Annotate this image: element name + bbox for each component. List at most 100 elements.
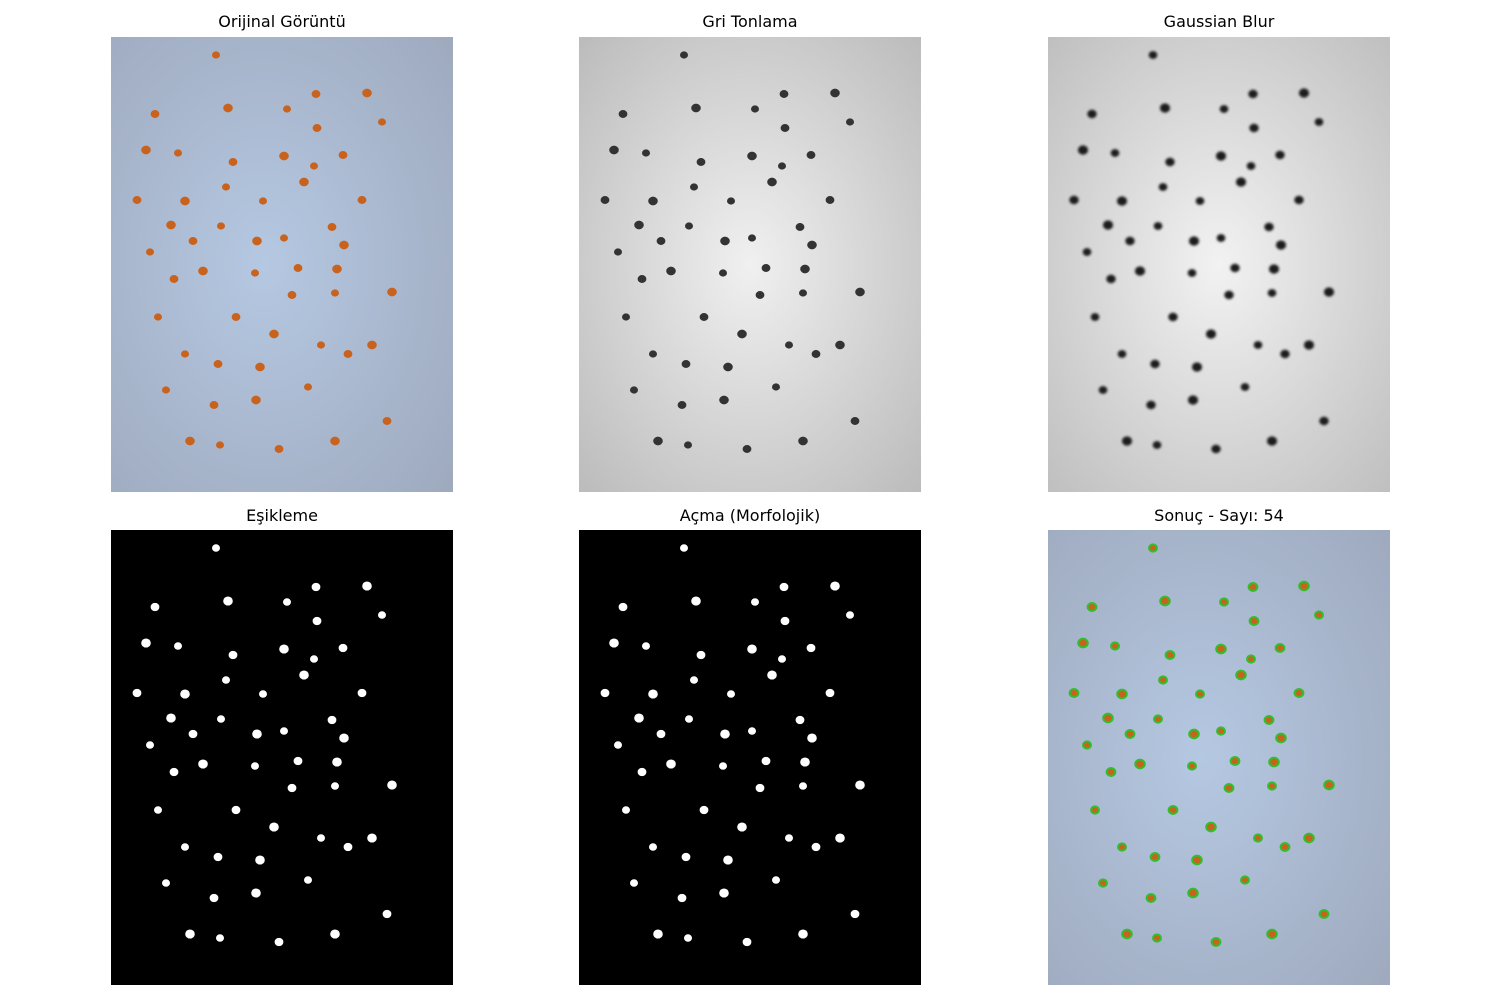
mask-dot — [174, 642, 182, 650]
seed-dot — [185, 437, 195, 446]
detected-seed — [1135, 760, 1145, 769]
detected-seed — [1236, 671, 1246, 680]
opened-dot — [720, 729, 730, 738]
mask-dot — [198, 759, 208, 768]
gray-dot — [778, 162, 786, 169]
detected-seed — [1107, 768, 1116, 776]
gray-dot — [680, 51, 688, 58]
gray-dot — [851, 417, 860, 425]
blur-dot — [1299, 88, 1309, 97]
detected-seed — [1254, 834, 1262, 841]
mask-dot — [170, 768, 179, 776]
gray-dot — [690, 183, 698, 190]
title-threshold: Eşikleme — [111, 506, 453, 526]
blur-dot — [1149, 51, 1158, 59]
opened-dot — [642, 642, 650, 650]
mask-dot — [304, 876, 312, 884]
mask-dot — [288, 784, 297, 792]
gray-dot — [796, 223, 805, 231]
opened-dot — [638, 768, 647, 776]
mask-dot — [216, 934, 224, 942]
detected-seed — [1269, 758, 1279, 767]
detected-seed — [1231, 757, 1240, 765]
opened-dot — [666, 759, 676, 768]
blur-dot — [1206, 329, 1216, 338]
mask-dot — [294, 757, 303, 765]
opened-dot — [812, 843, 821, 851]
title-gray: Gri Tonlama — [579, 12, 921, 32]
gray-dot — [700, 313, 709, 321]
blur-dot — [1294, 196, 1303, 204]
seed-dot — [313, 124, 322, 132]
panel-threshold — [111, 530, 453, 985]
seed-dot — [312, 90, 321, 98]
gray-image — [579, 37, 921, 492]
seed-dot — [180, 197, 190, 206]
opened-dot — [781, 617, 790, 625]
title-result: Sonuç - Sayı: 54 — [1048, 506, 1390, 526]
mask-dot — [154, 806, 162, 814]
blur-dot — [1264, 223, 1273, 231]
blur-dot — [1230, 264, 1239, 272]
gray-dot — [720, 237, 730, 246]
seed-dot — [151, 110, 160, 118]
detected-seed — [1099, 879, 1107, 886]
mask-background — [111, 530, 453, 985]
detected-seed — [1225, 784, 1234, 792]
gray-dot — [691, 104, 701, 113]
mask-dot — [310, 655, 318, 663]
gray-dot — [800, 265, 810, 274]
detected-seed — [1241, 876, 1249, 883]
mask-dot — [166, 713, 176, 722]
gray-dot — [762, 264, 771, 272]
panel-gray — [579, 37, 921, 492]
opened-dot — [601, 689, 610, 697]
opened-dot — [798, 929, 808, 938]
mask-dot — [214, 853, 223, 861]
opened-dot — [767, 670, 777, 679]
blur-dot — [1196, 197, 1205, 205]
detected-seed — [1247, 655, 1255, 662]
opened-dot — [619, 603, 628, 611]
opened-dot — [630, 879, 638, 887]
gray-dot — [835, 341, 845, 350]
opened-dot — [785, 834, 793, 842]
detected-seed — [1159, 676, 1167, 683]
seed-dot — [367, 341, 377, 350]
opened-dot — [680, 544, 688, 552]
detected-seed — [1315, 611, 1323, 618]
gray-dot — [657, 237, 666, 245]
gray-dot — [723, 363, 733, 372]
blur-dot — [1249, 124, 1258, 132]
seed-dot — [181, 350, 189, 357]
gray-dot — [678, 401, 687, 409]
detected-seed — [1192, 856, 1202, 865]
blur-dot — [1241, 383, 1250, 391]
seed-dot — [275, 445, 284, 453]
mask-dot — [255, 855, 265, 864]
seed-dot — [328, 223, 337, 231]
mask-dot — [189, 730, 198, 738]
mask-dot — [133, 689, 142, 697]
blur-dot — [1168, 313, 1177, 321]
gray-dot — [682, 360, 691, 368]
gray-dot — [756, 291, 765, 299]
gray-dot — [751, 105, 759, 112]
detected-seed — [1188, 889, 1198, 898]
seed-dot — [283, 105, 291, 112]
blur-dot — [1304, 340, 1314, 349]
panel-opening — [579, 530, 921, 985]
detected-seed — [1220, 598, 1228, 605]
opened-dot — [648, 689, 658, 698]
gray-dot — [684, 441, 692, 448]
mask-dot — [232, 806, 241, 814]
opened-dot — [622, 806, 630, 814]
panel-original — [111, 37, 453, 492]
mask-dot — [280, 727, 288, 735]
threshold-image — [111, 530, 453, 985]
detected-seed — [1196, 690, 1204, 697]
blur-dot — [1135, 266, 1145, 275]
opened-dot — [723, 855, 733, 864]
blur-dot — [1118, 350, 1127, 358]
opened-dot — [826, 689, 835, 697]
